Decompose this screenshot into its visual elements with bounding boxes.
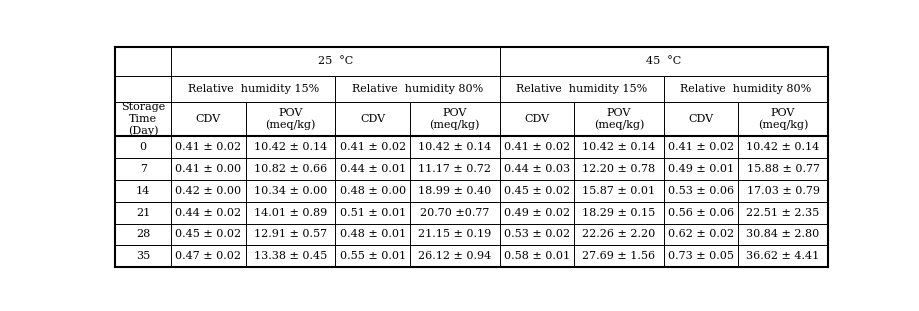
Text: 0.53 ± 0.06: 0.53 ± 0.06 bbox=[667, 186, 733, 196]
Text: 0.44 ± 0.02: 0.44 ± 0.02 bbox=[176, 207, 241, 218]
Text: POV
(meq/kg): POV (meq/kg) bbox=[265, 108, 315, 130]
Text: 15.87 ± 0.01: 15.87 ± 0.01 bbox=[582, 186, 654, 196]
Text: CDV: CDV bbox=[687, 114, 713, 124]
Text: 0.58 ± 0.01: 0.58 ± 0.01 bbox=[504, 251, 569, 261]
Text: Relative  humidity 80%: Relative humidity 80% bbox=[352, 84, 482, 94]
Text: 22.51 ± 2.35: 22.51 ± 2.35 bbox=[745, 207, 819, 218]
Text: 0.49 ± 0.01: 0.49 ± 0.01 bbox=[667, 164, 733, 174]
Text: 10.42 ± 0.14: 10.42 ± 0.14 bbox=[582, 142, 654, 152]
Text: 10.82 ± 0.66: 10.82 ± 0.66 bbox=[254, 164, 327, 174]
Text: 21: 21 bbox=[136, 207, 150, 218]
Text: 0.45 ± 0.02: 0.45 ± 0.02 bbox=[504, 186, 569, 196]
Text: 0.44 ± 0.01: 0.44 ± 0.01 bbox=[339, 164, 405, 174]
Text: 0.48 ± 0.00: 0.48 ± 0.00 bbox=[339, 186, 405, 196]
Text: 10.42 ± 0.14: 10.42 ± 0.14 bbox=[417, 142, 491, 152]
Text: 0.51 ± 0.01: 0.51 ± 0.01 bbox=[339, 207, 405, 218]
Text: 30.84 ± 2.80: 30.84 ± 2.80 bbox=[745, 230, 819, 239]
Text: 25  °C: 25 °C bbox=[317, 56, 353, 66]
Text: 17.03 ± 0.79: 17.03 ± 0.79 bbox=[745, 186, 819, 196]
Text: 21.15 ± 0.19: 21.15 ± 0.19 bbox=[417, 230, 491, 239]
Text: 36.62 ± 4.41: 36.62 ± 4.41 bbox=[745, 251, 819, 261]
Text: POV
(meq/kg): POV (meq/kg) bbox=[757, 108, 808, 130]
Text: Relative  humidity 80%: Relative humidity 80% bbox=[679, 84, 811, 94]
Text: 13.38 ± 0.45: 13.38 ± 0.45 bbox=[254, 251, 327, 261]
Text: 35: 35 bbox=[136, 251, 150, 261]
Text: 12.91 ± 0.57: 12.91 ± 0.57 bbox=[254, 230, 327, 239]
Text: 0.41 ± 0.02: 0.41 ± 0.02 bbox=[339, 142, 405, 152]
Text: Relative  humidity 15%: Relative humidity 15% bbox=[187, 84, 319, 94]
Text: 27.69 ± 1.56: 27.69 ± 1.56 bbox=[582, 251, 654, 261]
Text: CDV: CDV bbox=[359, 114, 385, 124]
Text: POV
(meq/kg): POV (meq/kg) bbox=[429, 108, 480, 130]
Text: 0.48 ± 0.01: 0.48 ± 0.01 bbox=[339, 230, 405, 239]
Text: 0.47 ± 0.02: 0.47 ± 0.02 bbox=[176, 251, 241, 261]
Text: Storage
Time
(Day): Storage Time (Day) bbox=[121, 102, 165, 136]
Text: 0.41 ± 0.02: 0.41 ± 0.02 bbox=[504, 142, 569, 152]
Text: 7: 7 bbox=[140, 164, 146, 174]
Text: 0: 0 bbox=[140, 142, 146, 152]
Text: 12.20 ± 0.78: 12.20 ± 0.78 bbox=[582, 164, 654, 174]
Text: 0.41 ± 0.00: 0.41 ± 0.00 bbox=[176, 164, 241, 174]
Text: 15.88 ± 0.77: 15.88 ± 0.77 bbox=[745, 164, 819, 174]
Text: 45  °C: 45 °C bbox=[645, 56, 681, 66]
Text: 0.55 ± 0.01: 0.55 ± 0.01 bbox=[339, 251, 405, 261]
Text: 0.49 ± 0.02: 0.49 ± 0.02 bbox=[504, 207, 569, 218]
Text: 0.45 ± 0.02: 0.45 ± 0.02 bbox=[176, 230, 241, 239]
Text: 18.29 ± 0.15: 18.29 ± 0.15 bbox=[582, 207, 654, 218]
Text: 10.34 ± 0.00: 10.34 ± 0.00 bbox=[254, 186, 327, 196]
Text: 0.41 ± 0.02: 0.41 ± 0.02 bbox=[667, 142, 733, 152]
Text: POV
(meq/kg): POV (meq/kg) bbox=[593, 108, 643, 130]
Text: 28: 28 bbox=[136, 230, 150, 239]
Text: 20.70 ±0.77: 20.70 ±0.77 bbox=[420, 207, 489, 218]
Text: 22.26 ± 2.20: 22.26 ± 2.20 bbox=[582, 230, 654, 239]
Text: 0.44 ± 0.03: 0.44 ± 0.03 bbox=[504, 164, 569, 174]
Text: 0.62 ± 0.02: 0.62 ± 0.02 bbox=[667, 230, 733, 239]
Text: 0.53 ± 0.02: 0.53 ± 0.02 bbox=[504, 230, 569, 239]
Text: 10.42 ± 0.14: 10.42 ± 0.14 bbox=[745, 142, 819, 152]
Text: 18.99 ± 0.40: 18.99 ± 0.40 bbox=[417, 186, 491, 196]
Text: 14: 14 bbox=[136, 186, 150, 196]
Text: 0.56 ± 0.06: 0.56 ± 0.06 bbox=[667, 207, 733, 218]
Text: 10.42 ± 0.14: 10.42 ± 0.14 bbox=[254, 142, 327, 152]
Text: 0.73 ± 0.05: 0.73 ± 0.05 bbox=[667, 251, 733, 261]
Text: 11.17 ± 0.72: 11.17 ± 0.72 bbox=[418, 164, 491, 174]
Text: 0.42 ± 0.00: 0.42 ± 0.00 bbox=[176, 186, 241, 196]
Text: CDV: CDV bbox=[524, 114, 549, 124]
Text: 0.41 ± 0.02: 0.41 ± 0.02 bbox=[176, 142, 241, 152]
Text: CDV: CDV bbox=[196, 114, 221, 124]
Text: 14.01 ± 0.89: 14.01 ± 0.89 bbox=[254, 207, 327, 218]
Text: 26.12 ± 0.94: 26.12 ± 0.94 bbox=[417, 251, 491, 261]
Text: Relative  humidity 15%: Relative humidity 15% bbox=[516, 84, 647, 94]
